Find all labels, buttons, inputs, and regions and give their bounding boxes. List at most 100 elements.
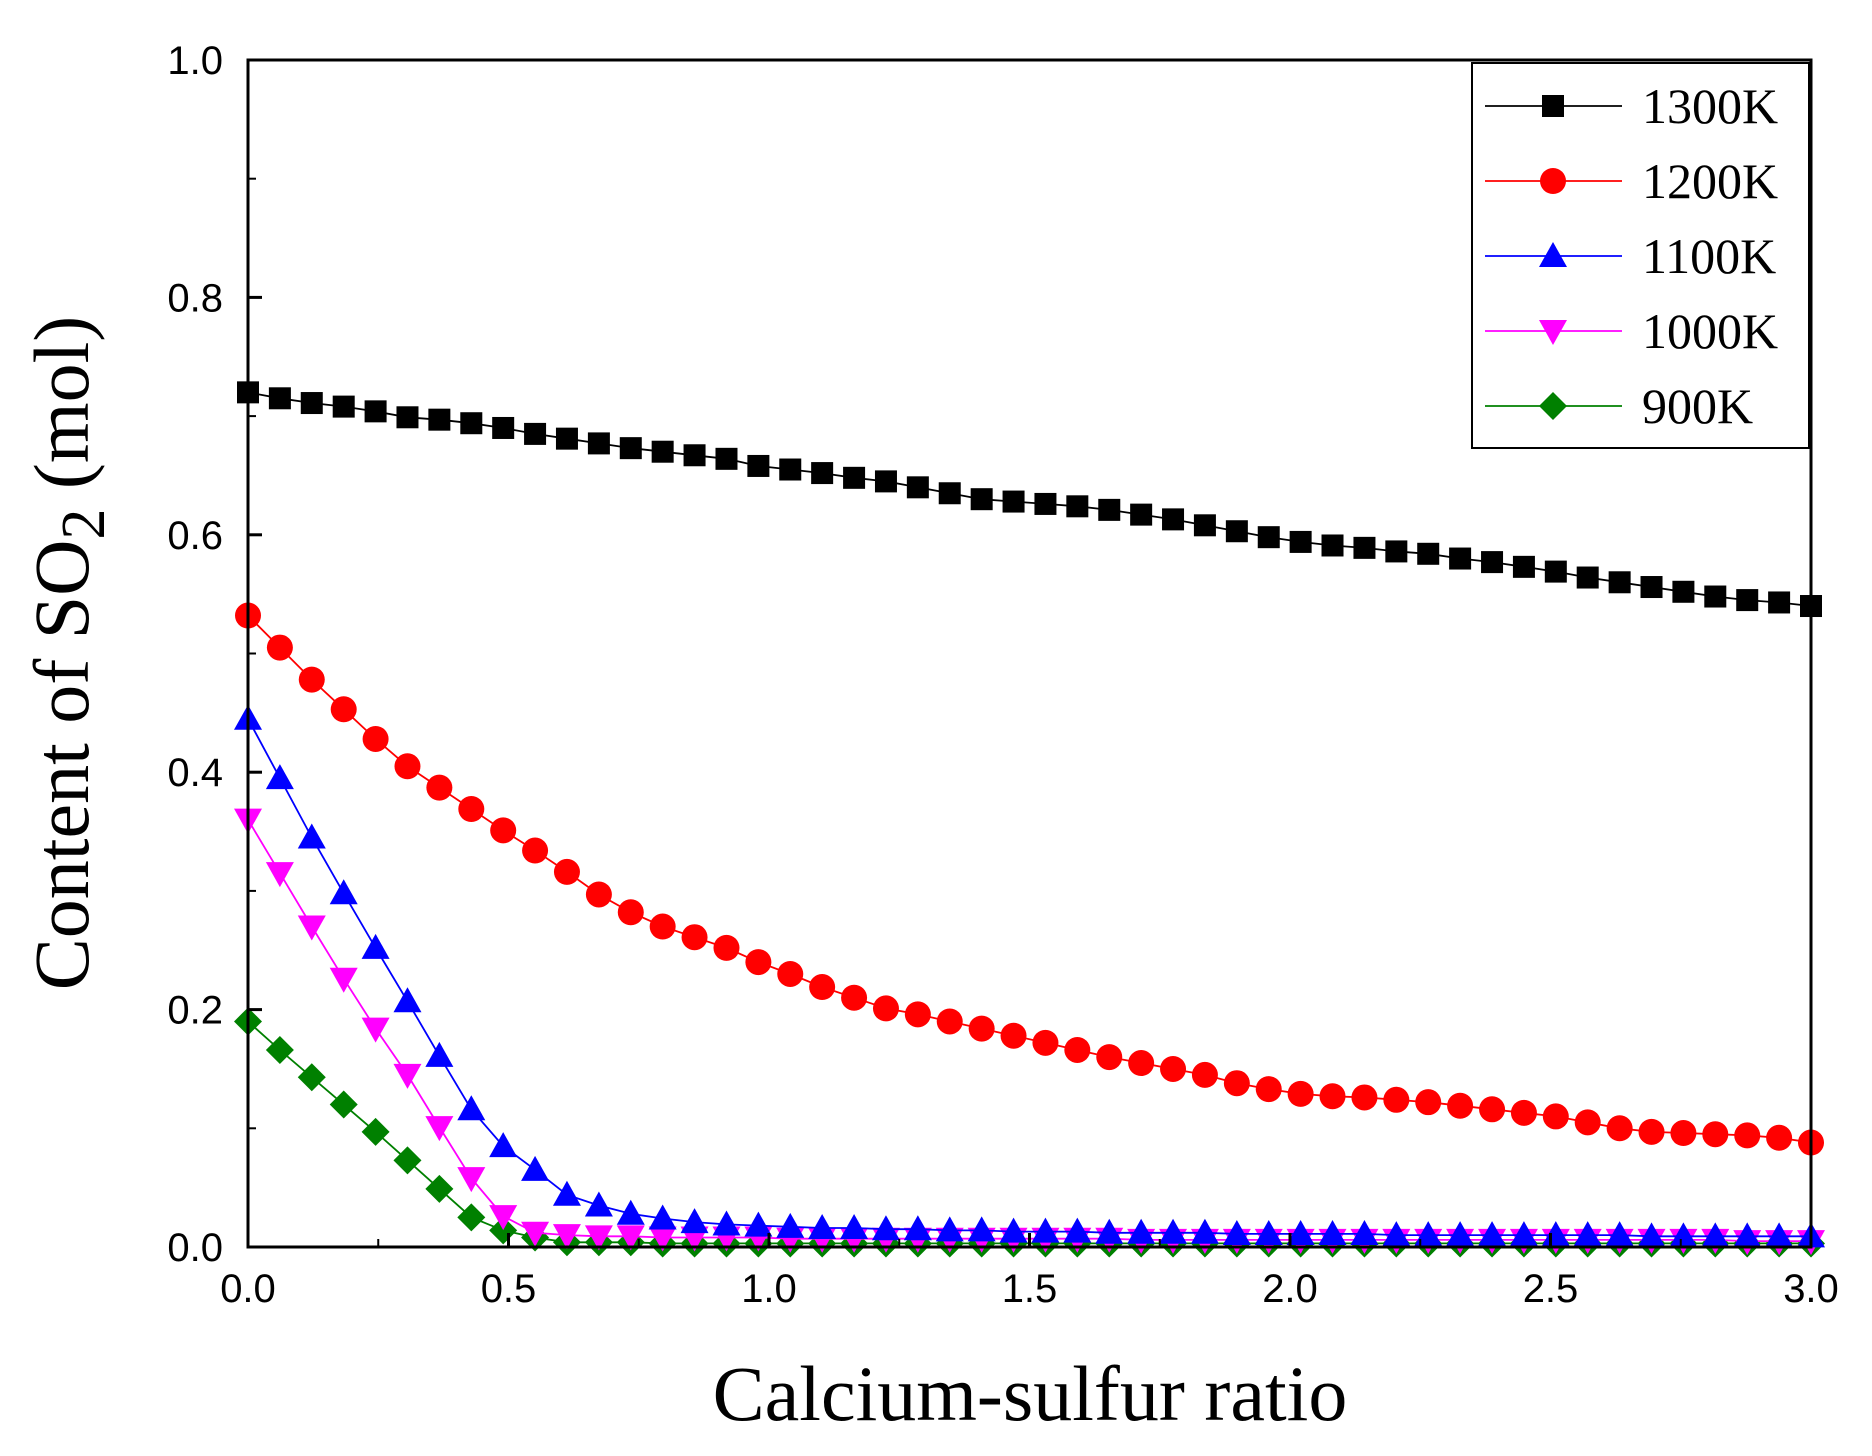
data-point-1000k [521,1221,550,1247]
data-point-1100k [425,1041,454,1067]
data-point-1200k [1734,1122,1761,1149]
data-point-1300k [1768,591,1791,614]
data-point-1200k [553,858,580,885]
data-point-1300k [1608,571,1631,594]
y-tick-label: 0.4 [167,751,223,795]
data-point-1200k [458,795,485,822]
data-point-1100k [521,1155,550,1181]
data-point-1300k [1385,540,1408,563]
data-point-1300k [1576,566,1599,589]
data-point-1100k [1286,1219,1315,1245]
series-1000k [234,808,1825,1256]
data-point-1300k [1002,490,1025,513]
legend-item-1000k: 1000K [1485,303,1778,359]
data-point-1100k [808,1214,837,1240]
data-point-1100k [1509,1221,1538,1247]
ticks-layer: 0.0 0.5 1.0 1.5 2.0 2.5 3.0 0.0 0.2 0.4 0.6 0.8 1.0 [167,39,1838,1311]
legend-label-1200k: 1200K [1642,153,1778,209]
data-point-1100k [1031,1217,1060,1243]
data-point-1300k [747,454,770,477]
data-point-1300k [1481,551,1504,574]
data-point-1200k [713,934,740,961]
data-point-1300k [1672,580,1695,603]
data-point-1000k [489,1205,518,1231]
data-point-1000k [425,1116,454,1142]
series-1300k [237,381,1822,618]
data-point-1300k [1289,530,1312,553]
data-point-1000k [297,915,326,941]
legend-marker-1100k [1539,242,1567,267]
x-tick-label: 1.0 [741,1267,797,1311]
data-point-1200k [1223,1070,1250,1097]
series-line-1100k [247,718,1811,1238]
data-point-1100k [393,987,422,1013]
data-point-1100k [1605,1221,1634,1247]
data-point-1100k [1733,1222,1762,1248]
series-1200k [235,602,1824,1156]
data-point-1300k [874,470,897,493]
data-point-1200k [649,913,676,940]
data-point-1300k [683,444,706,467]
legend-label-1000k: 1000K [1642,303,1778,359]
data-point-1100k [552,1180,581,1206]
data-point-1300k [268,387,291,410]
data-point-1200k [490,817,517,844]
data-point-1300k [843,466,866,489]
series-1100k [234,704,1825,1248]
y-tick-label: 1.0 [167,39,223,83]
data-point-1200k [1510,1099,1537,1126]
x-axis-title: Calcium-sulfur ratio [713,1350,1348,1437]
data-point-900k [265,1035,294,1064]
x-tick-label: 2.5 [1523,1267,1579,1311]
y-tick-label: 0.8 [167,276,223,320]
data-point-1000k [329,967,358,993]
data-point-1300k [811,462,834,485]
data-point-1300k [1353,536,1376,559]
legend-marker-1000k [1539,320,1567,345]
data-point-1100k [967,1216,996,1242]
series-line-900k [247,1020,1811,1245]
legend-marker-1200k [1540,168,1566,194]
data-point-1100k [1127,1218,1156,1244]
series-line-1000k [247,819,1811,1242]
data-point-1300k [1066,495,1089,518]
data-point-1200k [1702,1121,1729,1148]
data-point-1300k [1449,547,1472,570]
data-point-1300k [1130,503,1153,526]
data-point-1100k [1095,1218,1124,1244]
data-point-1200k [1160,1055,1187,1082]
legend: 1300K 1200K 1100K 1000K 900K [1471,62,1810,449]
data-point-1300k [1640,576,1663,599]
data-point-1300k [906,476,929,499]
data-point-1300k [1512,555,1535,578]
data-point-1300k [332,395,355,418]
data-point-1100k [1765,1222,1794,1248]
data-point-1300k [1704,585,1727,608]
data-point-1100k [265,764,294,790]
data-point-1100k [1350,1219,1379,1245]
legend-label-1100k: 1100K [1642,228,1776,284]
data-point-1300k [970,488,993,511]
data-point-900k [393,1146,422,1175]
data-point-900k [425,1174,454,1203]
data-point-1200k [1255,1076,1282,1103]
data-point-1300k [428,408,451,431]
data-point-1100k [680,1208,709,1234]
data-point-1100k [1222,1219,1251,1245]
data-point-1000k [584,1225,613,1251]
data-point-1300k [300,392,323,415]
data-point-1000k [393,1063,422,1089]
legend-label-1300k: 1300K [1642,78,1778,134]
data-point-1100k [1637,1222,1666,1248]
data-point-1100k [297,823,326,849]
data-point-1200k [1638,1118,1665,1145]
data-point-1000k [552,1224,581,1250]
data-point-1300k [651,440,674,463]
data-point-1100k [1190,1218,1219,1244]
data-point-1100k [1701,1222,1730,1248]
series-line-1200k [247,614,1812,1144]
data-point-1300k [396,406,419,429]
data-point-1200k [968,1015,995,1042]
data-point-1200k [330,696,357,723]
data-point-1100k [1382,1221,1411,1247]
